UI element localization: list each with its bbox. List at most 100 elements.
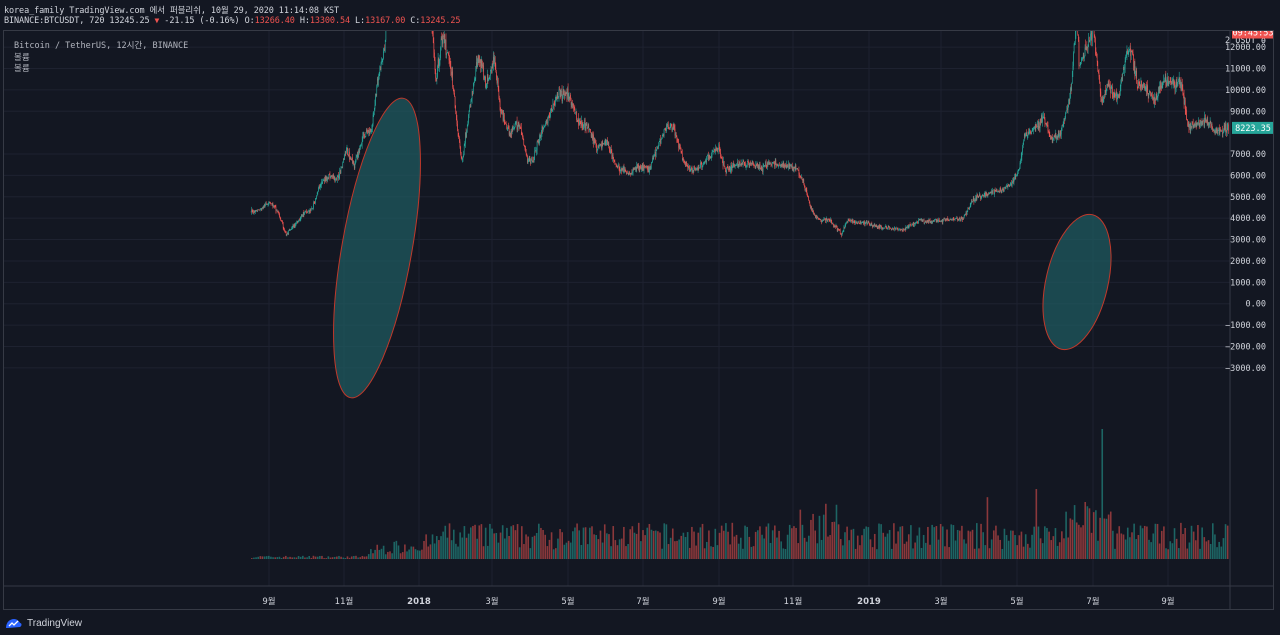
candle-body [533,156,535,163]
candle-body [789,165,791,169]
tradingview-logo[interactable]: TradingView [5,615,82,631]
candle-body [1149,91,1150,94]
volume-bar [589,527,591,559]
candle-body [304,211,306,213]
candle-body [1084,47,1086,57]
candle-body [969,205,971,208]
volume-bar [859,545,861,559]
candle-body [1038,126,1040,129]
candle-body [841,234,842,236]
volume-bar [319,555,321,559]
candle-body [273,205,275,207]
candle-body [488,77,490,80]
candle-body [1060,130,1062,135]
candle-body [565,92,566,95]
candle-body [1006,185,1007,187]
volume-bar [710,546,712,559]
candle-body [607,143,609,145]
candle-body [273,205,274,207]
volume-bar [767,523,770,559]
candle-body [934,219,936,221]
candle-body [881,226,882,229]
candle-body [887,226,889,229]
volume-bar [999,539,1001,559]
candle-body [609,146,610,151]
candle-body [623,166,624,170]
volume-bar [1033,526,1035,559]
candle-body [254,211,256,213]
volume-bar [799,509,802,559]
candle-body [511,131,512,134]
candle-body [1062,123,1064,127]
candle-body [1050,135,1051,140]
candle-body [901,229,902,230]
volume-bar [852,528,855,559]
candle-body [1225,123,1226,131]
candle-body [985,192,987,197]
volume-bar [302,555,304,559]
volume-bar [1012,530,1014,559]
candle-body [363,132,364,135]
candle-body [580,122,582,126]
chart-area[interactable]: 21000.0020000.0019000.0018000.0017000.00… [3,30,1274,610]
volume-bar [401,552,404,559]
candle-body [528,156,530,159]
candle-body [561,91,562,92]
chart-canvas[interactable]: 21000.0020000.0019000.0018000.0017000.00… [4,31,1273,609]
countdown-label: 09:45:53 [1233,31,1273,39]
candle-body [592,135,594,140]
candle-body [286,234,288,236]
candle-body [372,114,374,125]
volume-bar [287,557,289,559]
candle-body [532,160,534,162]
candle-body [1090,34,1091,41]
candle-body [322,180,323,182]
candle-body [584,119,586,131]
candle-body [945,218,946,221]
candle-body [693,166,695,172]
candle-body [498,89,500,99]
volume-bar [295,557,298,559]
volume-bar [791,528,793,559]
candle-body [573,107,575,108]
legend-title: Bitcoin / TetherUS, 12시간, BINANCE [14,41,189,51]
volume-bar [901,526,904,559]
candle-body [803,179,805,186]
candle-body [353,161,354,164]
candle-body [1126,50,1128,55]
volume-bar [1024,534,1027,559]
volume-bar [975,523,978,559]
candle-body [726,167,728,168]
candle-body [254,210,255,213]
candle-body [512,128,514,129]
volume-bar [1143,525,1146,559]
volume-bar [771,530,774,559]
candle-body [1144,87,1146,89]
volume-bar [408,549,410,559]
volume-bar [646,527,649,559]
candle-body [844,225,846,229]
candle-body [628,172,630,174]
candle-body [774,160,776,167]
candle-body [445,39,447,55]
candle-body [791,166,793,168]
candle-body [1160,85,1162,90]
volume-bar [306,557,308,559]
volume-bar [661,548,663,559]
candle-body [252,211,254,213]
candle-body [327,177,328,181]
candle-body [501,109,503,111]
volume-bar [744,525,746,559]
candle-body [585,125,587,131]
candle-body [634,168,636,170]
candle-body [1201,122,1202,125]
candle-body [1166,79,1168,86]
candle-body [266,204,268,205]
candle-body [818,217,819,220]
candle-body [819,219,821,220]
volume-bar [886,533,889,559]
candle-body [685,161,687,166]
candle-body [1209,121,1211,123]
candle-body [925,220,927,222]
candle-body [543,127,545,128]
